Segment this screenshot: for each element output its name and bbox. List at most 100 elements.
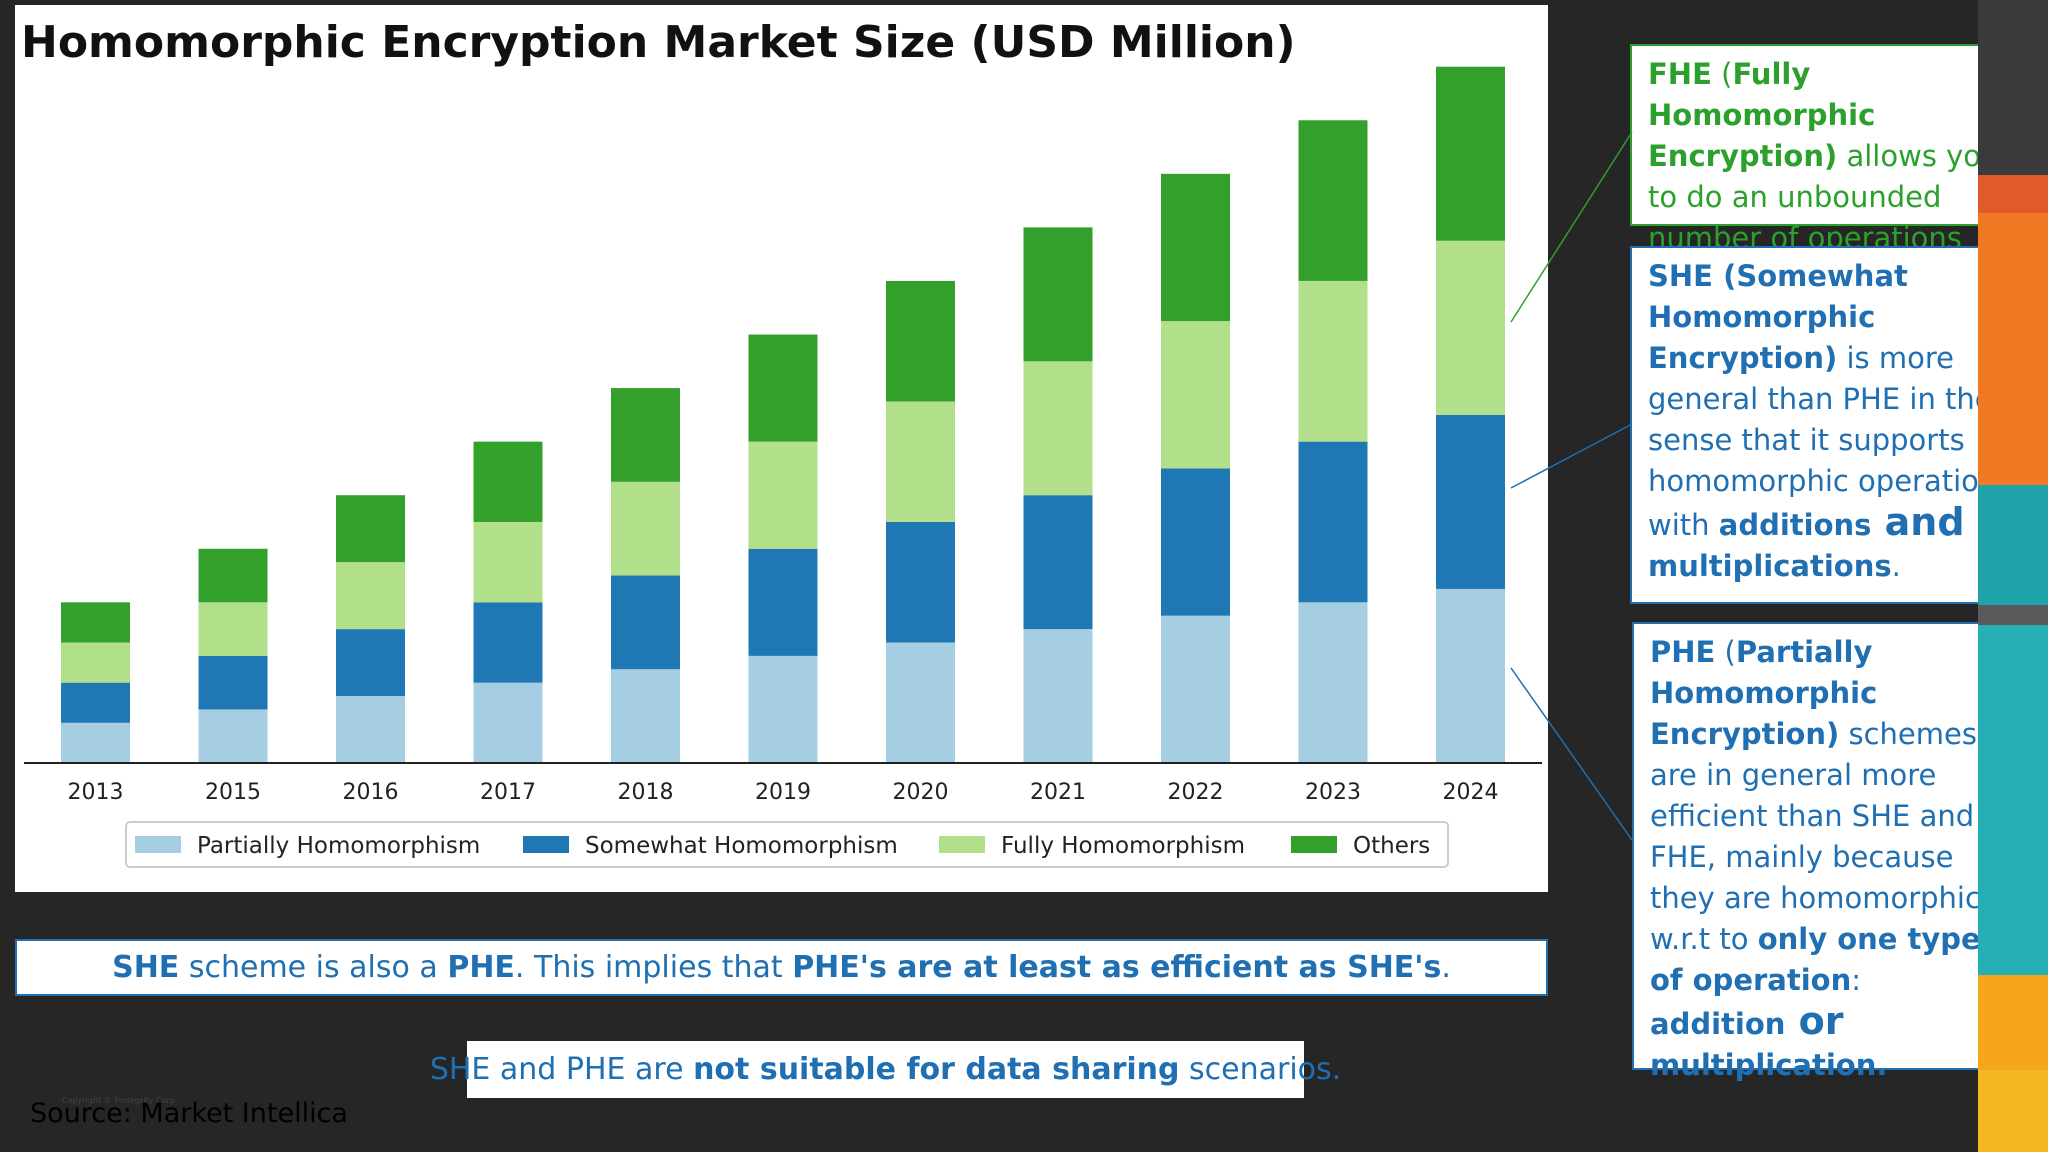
fhe-open: ( [1711,57,1733,91]
x-tick-label: 2017 [480,780,536,805]
bar-2013-fully-homomorphism [61,642,130,683]
banner2-bold: not suitable for data sharing [693,1052,1180,1087]
she-end: . [1891,549,1901,583]
data-sharing-banner: SHE and PHE are not suitable for data sh… [430,1041,1341,1098]
banner1-text2: . This implies that [514,950,793,985]
chart-title: Homomorphic Encryption Market Size (USD … [21,17,1296,68]
bar-2020-somewhat-homomorphism [886,521,955,643]
bar-2018-somewhat-homomorphism [611,575,680,670]
bar-2016-partially-homomorphism [336,696,405,763]
phe-abbr: PHE [1650,635,1716,669]
x-tick-label: 2013 [68,780,124,805]
bar-2021-others [1023,227,1093,362]
bar-2024-others [1436,66,1505,241]
she-text: is more general than PHE in the sense th… [1648,341,2013,542]
fhe-callout: FHE (Fully Homomorphic Encryption) allow… [1630,44,2033,255]
fhe-abbr: FHE [1648,57,1712,91]
legend-label: Others [1353,833,1430,859]
x-tick-label: 2018 [618,780,674,805]
x-tick-label: 2019 [755,780,811,805]
bar-2016-fully-homomorphism [336,562,405,630]
bar-2019-fully-homomorphism [748,441,818,549]
bar-2019-somewhat-homomorphism [748,548,818,656]
x-tick-label: 2016 [343,780,399,805]
she-bold-additions: additions [1718,508,1872,542]
bar-2018-others [611,388,680,482]
phe-addition: addition [1650,1007,1786,1041]
bar-2016-others [336,495,405,563]
phe-open: ( [1715,635,1736,669]
bar-2023-fully-homomorphism [1298,280,1368,442]
bar-2020-others [886,280,955,402]
bar-2018-fully-homomorphism [611,481,680,576]
x-tick-label: 2023 [1305,780,1361,805]
x-tick-label: 2024 [1443,780,1499,805]
decorative-side-stripes [1978,0,2048,1152]
bar-2019-partially-homomorphism [748,655,818,763]
legend-label: Partially Homomorphism [197,833,480,859]
bar-2017-others [473,441,543,522]
legend [125,821,1449,868]
legend-swatch-fully-homomorphism [939,836,985,853]
she-and: and [1871,500,1965,544]
bar-2013-partially-homomorphism [61,722,130,763]
bar-2016-somewhat-homomorphism [336,629,405,697]
she-callout: SHE (Somewhat Homomorphic Encryption) is… [1630,246,2036,604]
phe-bold-one-type: only one type of operation [1650,922,1981,997]
she-phe-efficiency-banner: SHE scheme is also a PHE. This implies t… [15,939,1548,996]
phe-callout: PHE (Partially Homomorphic Encryption) s… [1632,622,2037,1082]
x-tick-label: 2020 [893,780,949,805]
banner1-text3: . [1441,950,1451,985]
bar-2015-partially-homomorphism [198,709,268,763]
banner2-text1: SHE and PHE are [429,1052,694,1087]
phe-or: or [1785,999,1844,1043]
phe-colon: : [1851,963,1862,997]
banner1-she: SHE [112,950,180,985]
bar-2022-partially-homomorphism [1161,615,1230,763]
banner1-phe: PHE [447,950,515,985]
x-tick-label: 2022 [1168,780,1224,805]
bar-2022-others [1161,173,1230,322]
bar-2022-somewhat-homomorphism [1161,468,1230,616]
she-connector [1510,423,1633,489]
phe-connector [1510,667,1633,841]
bar-2013-others [61,602,130,643]
phe-text: schemes are in general more efficient th… [1650,717,1981,956]
legend-swatch-somewhat-homomorphism [523,836,569,853]
she-bold-multiplications: multiplications [1648,549,1892,583]
legend-label: Somewhat Homomorphism [585,833,898,859]
bar-2024-fully-homomorphism [1436,240,1505,415]
bar-2015-somewhat-homomorphism [198,655,268,710]
bar-2018-partially-homomorphism [611,669,680,763]
fhe-full: Fully Homomorphic Encryption) [1648,57,1876,173]
x-tick-label: 2015 [205,780,261,805]
fhe-connector [1510,131,1633,323]
bar-2019-others [748,334,818,442]
bar-2021-somewhat-homomorphism [1023,495,1093,630]
x-tick-label: 2021 [1030,780,1086,805]
banner2-text2: scenarios. [1179,1052,1342,1087]
bar-2020-fully-homomorphism [886,401,955,522]
chart-panel: 2013 2015 2016 2017 2018 2019 2020 2021 2022 2023… [15,5,1548,892]
phe-multiplication: multiplication. [1650,1048,1888,1082]
bar-2017-fully-homomorphism [473,521,543,603]
source-text: Source: Market Intellica [30,1098,348,1129]
banner1-conclusion: PHE's are at least as efficient as SHE's [792,950,1442,985]
legend-swatch-others [1291,836,1337,853]
bar-2015-others [198,548,268,603]
fhe-text: allows you to do an unbounded number of … [1648,139,2000,255]
she-head: SHE (Somewhat Homomorphic Encryption) [1648,259,1908,375]
bar-2017-partially-homomorphism [473,682,543,763]
bar-2021-partially-homomorphism [1023,629,1093,763]
bar-2017-somewhat-homomorphism [473,602,543,683]
bar-2023-somewhat-homomorphism [1298,441,1368,603]
bar-2023-others [1298,120,1368,281]
bar-2023-partially-homomorphism [1298,602,1368,763]
bar-2024-partially-homomorphism [1436,588,1505,763]
copyright-text: Copyright © Protegrity Corp. [62,1096,178,1105]
bar-2020-partially-homomorphism [886,642,955,763]
bar-2024-somewhat-homomorphism [1436,414,1505,589]
bar-2013-somewhat-homomorphism [61,682,130,723]
stacked-bar-chart: 2013 2015 2016 2017 2018 2019 2020 2021 2022 2023… [24,66,1542,868]
